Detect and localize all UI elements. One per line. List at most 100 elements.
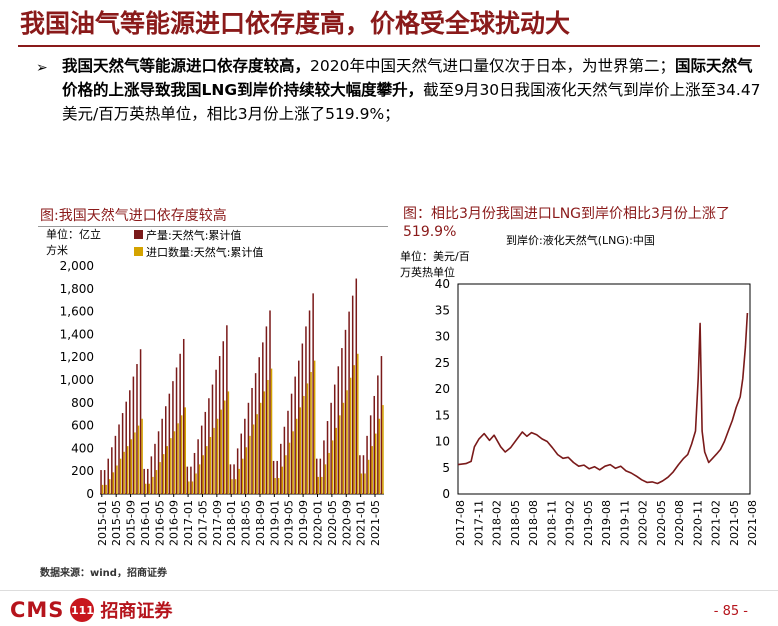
chart1-bar-1	[123, 451, 125, 494]
chart1-bar-1	[310, 372, 312, 494]
chart1-ytick-label: 600	[71, 419, 94, 433]
chart2-xtick-label: 2021-05	[728, 500, 741, 546]
bullet-text-1: 2020年中国天然气进口量仅次于日本，为世界第二；	[310, 57, 675, 75]
chart1-bar-1	[267, 380, 269, 494]
chart1-bar-0	[215, 369, 217, 494]
chart2-title: 图：相比3月份我国进口LNG到岸价相比3月份上涨了519.9%	[403, 206, 730, 240]
chart2-xtick-label: 2020-05	[655, 500, 668, 546]
chart1-bar-1	[116, 465, 118, 494]
chart1-bar-0	[276, 460, 278, 494]
chart1-bar-1	[141, 418, 143, 494]
chart1-bar-1	[148, 483, 151, 494]
chart1-bar-0	[136, 364, 138, 494]
chart1-bar-0	[197, 439, 199, 494]
chart1-bar-1	[252, 424, 255, 494]
chart1-bar-1	[173, 431, 176, 494]
chart2-xtick-label: 2018-05	[509, 500, 522, 546]
chart1-bar-0	[269, 310, 271, 494]
chart2-plot-frame	[457, 283, 751, 495]
chart1-bar-0	[222, 341, 225, 494]
chart1-bar-0	[132, 376, 135, 494]
chart1-bar-1	[364, 473, 366, 494]
chart2-xtick-label: 2018-02	[491, 500, 504, 546]
chart1-bar-0	[369, 415, 372, 494]
chart2-xtick-label: 2020-11	[691, 500, 704, 546]
chart2-legend-label: 到岸价:液化天然气(LNG):中国	[506, 233, 655, 247]
chart1-bar-0	[114, 435, 117, 494]
chart1-bar-0	[348, 311, 350, 494]
chart1-xtick-label: 2015-09	[125, 500, 138, 546]
chart1-ytick-label: 1,400	[60, 327, 94, 341]
chart1-ytick-label: 0	[86, 487, 94, 501]
chart1-bar-0	[280, 443, 282, 494]
bullet-text-2: 截至9月30日我国液化天然气到岸价上涨至34.47美元/百万英热单位，相比3月份…	[62, 81, 761, 123]
chart1-bar-1	[231, 479, 233, 494]
chart1-bar-0	[298, 360, 300, 494]
chart1-xtick-label: 2019-09	[297, 500, 310, 546]
chart1-xtick-label: 2015-01	[96, 500, 109, 546]
chart1-bar-1	[166, 446, 169, 494]
chart1-bar-0	[236, 448, 239, 494]
chart1-bar-0	[211, 384, 214, 494]
chart1-xtick-label: 2018-05	[240, 500, 253, 546]
chart1-bar-0	[355, 278, 358, 494]
chart1-bar-0	[330, 402, 332, 494]
chart1-bar-1	[285, 455, 287, 494]
bullet-paragraph: 我国天然气等能源进口依存度较高，2020年中国天然气进口量仅次于日本，为世界第二…	[62, 54, 764, 126]
chart1-xtick-label: 2021-05	[369, 500, 382, 546]
chart2-ytick-label: 35	[435, 303, 450, 317]
chart1-bar-1	[382, 405, 384, 494]
chart2-ylabel-line1: 单位：美元/百	[400, 249, 470, 263]
chart1-bar-0	[272, 460, 275, 494]
chart1-bar-0	[333, 384, 336, 494]
chart1-xtick-label: 2016-05	[153, 500, 166, 546]
chart1-ytick-label: 1,800	[60, 282, 94, 296]
chart1-bar-1	[295, 418, 298, 494]
chart1-bar-1	[259, 402, 262, 494]
chart1-xtick-label: 2019-05	[283, 500, 296, 546]
chart1-xtick-label: 2020-05	[326, 500, 339, 546]
chart1-container: 单位：亿立 方米 产量:天然气:累计值 进口数量:天然气:累计值 2,000 1,800 1…	[38, 226, 390, 556]
chart1-bar-1	[126, 446, 129, 494]
chart1-bar-1	[277, 478, 280, 494]
chart1-bar-0	[179, 353, 181, 494]
logo-cms-text: CMS	[10, 598, 65, 622]
chart1-bar-0	[233, 464, 235, 494]
chart1-bar-0	[226, 325, 228, 494]
chart1-bar-0	[125, 401, 127, 494]
chart1-bar-1	[331, 440, 334, 494]
chart1-bar-1	[306, 383, 309, 494]
chart1-bar-1	[342, 402, 345, 494]
chart1-bar-0	[287, 410, 289, 494]
chart1-bar-1	[378, 418, 381, 494]
chart1-bar-0	[323, 440, 325, 494]
chart1-bar-0	[305, 326, 307, 494]
chart1-bar-1	[349, 377, 352, 494]
chart1-bar-1	[162, 454, 165, 494]
chart1-bar-1	[274, 478, 276, 494]
chart2-container: 到岸价:液化天然气(LNG):中国 单位：美元/百 万英热单位 40 35 30 25 20 1…	[398, 226, 770, 556]
chart1-bar-0	[154, 443, 156, 494]
logo-cn-text: 招商证券	[100, 601, 173, 622]
chart2-xtick-label: 2019-08	[600, 500, 613, 546]
chart1-bar-1	[288, 442, 291, 494]
chart1-bar-0	[107, 458, 109, 494]
chart1-bar-0	[362, 455, 365, 494]
chart2-ytick-label: 5	[442, 461, 450, 475]
chart1-bar-0	[200, 425, 203, 494]
chart2-xtick-label: 2020-08	[673, 500, 686, 546]
chart1-bar-0	[290, 393, 293, 494]
chart1-bar-1	[371, 446, 373, 494]
chart1-bar-1	[249, 435, 251, 494]
chart2-xtick-label: 2018-11	[545, 500, 558, 546]
chart1-bar-1	[180, 415, 183, 494]
chart1-bar-1	[195, 473, 197, 494]
chart1-bar-1	[130, 439, 133, 494]
chart2-ytick-label: 30	[435, 330, 450, 344]
chart1-legend-swatch-1	[134, 247, 143, 256]
chart1-xtick-label: 2021-01	[355, 500, 368, 546]
chart1-bar-1	[256, 414, 258, 494]
chart1-legend-swatch-0	[134, 230, 143, 239]
chart1-bar-0	[262, 342, 264, 494]
chart1-xtick-label: 2016-01	[139, 500, 152, 546]
